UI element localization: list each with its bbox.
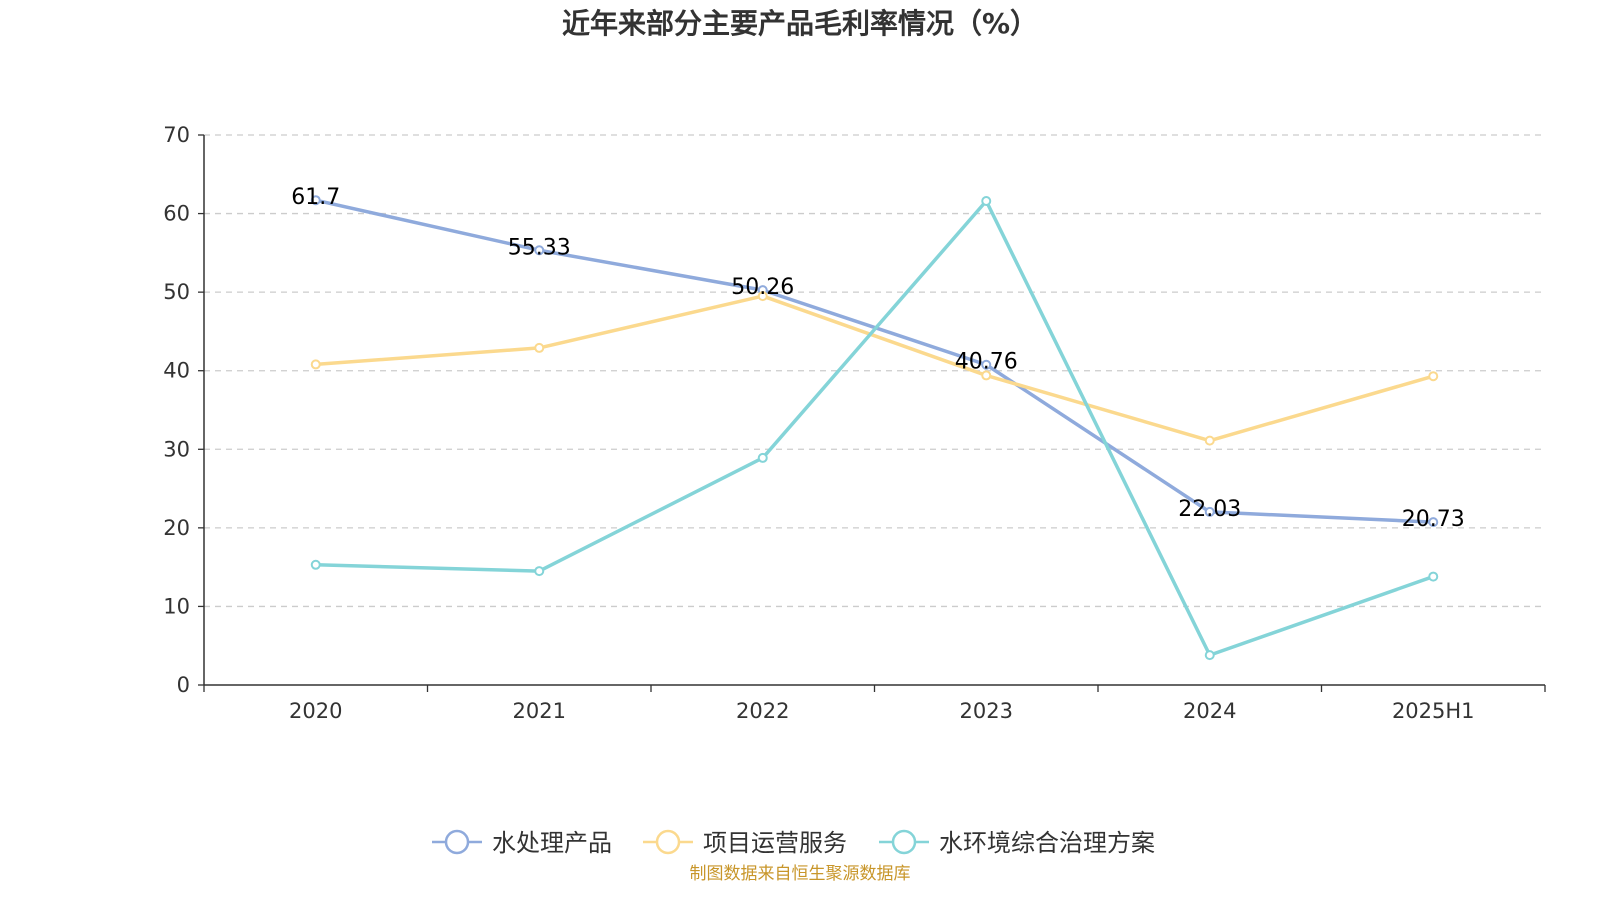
y-tick-label: 50 (163, 280, 190, 304)
series-line (315, 198, 1434, 524)
data-point[interactable] (1204, 506, 1215, 517)
data-point[interactable] (310, 195, 321, 206)
data-point[interactable] (1204, 650, 1215, 661)
data-label: 50.26 (731, 275, 794, 300)
data-point[interactable] (1204, 435, 1215, 446)
data-point[interactable] (981, 370, 992, 381)
data-label: 40.76 (955, 350, 1018, 375)
x-tick-label: 2021 (513, 699, 566, 723)
data-point[interactable] (534, 342, 545, 353)
y-axis-ticks: 0 10 20 30 40 50 60 70 (163, 123, 204, 697)
data-point[interactable] (310, 359, 321, 370)
data-point[interactable] (757, 452, 768, 463)
data-label: 22.03 (1178, 497, 1241, 522)
y-tick-label: 70 (163, 123, 190, 147)
legend-item[interactable]: 水环境综合治理方案 (879, 829, 1155, 857)
y-tick-label: 10 (163, 594, 190, 618)
data-point[interactable] (981, 196, 992, 206)
series-line (315, 199, 1434, 657)
y-tick-label: 60 (163, 202, 190, 226)
data-point[interactable] (1428, 571, 1439, 582)
data-point[interactable] (757, 291, 768, 302)
data-point[interactable] (1428, 371, 1439, 382)
data-label: 20.73 (1402, 507, 1465, 532)
data-label: 61.7 (291, 185, 340, 210)
legend-label: 水处理产品 (492, 829, 612, 857)
legend-circle-icon (444, 829, 470, 855)
data-point[interactable] (1428, 517, 1439, 528)
y-tick-label: 20 (163, 516, 190, 540)
data-point[interactable] (310, 559, 321, 570)
series-group (310, 196, 1439, 661)
series-group (310, 291, 1439, 446)
legend-item[interactable]: 项目运营服务 (643, 829, 847, 857)
legend[interactable]: 水处理产品 项目运营服务 水环境综合治理方案 (432, 829, 1155, 857)
x-tick-label: 2024 (1183, 699, 1236, 723)
legend-label: 水环境综合治理方案 (939, 829, 1155, 857)
source-note: 制图数据来自恒生聚源数据库 (690, 864, 911, 884)
x-tick-label: 2025H1 (1392, 699, 1475, 723)
x-tick-label: 2020 (289, 699, 342, 723)
data-point[interactable] (534, 245, 545, 256)
y-tick-label: 30 (163, 437, 190, 461)
data-point[interactable] (981, 359, 992, 370)
data-point[interactable] (534, 566, 545, 577)
chart-title: 近年来部分主要产品毛利率情况（%） (562, 7, 1038, 40)
x-axis-ticks: 2020 2021 2022 2023 2024 2025H1 (203, 685, 1546, 723)
x-tick-label: 2023 (960, 699, 1013, 723)
x-tick-label: 2022 (736, 699, 789, 723)
legend-label: 项目运营服务 (703, 829, 847, 857)
data-labels: 61.7 55.33 50.26 40.76 22.03 20.73 (291, 185, 1464, 532)
legend-circle-icon (655, 829, 681, 855)
legend-circle-icon (891, 829, 917, 855)
y-tick-label: 40 (163, 359, 190, 383)
grid-lines (204, 134, 1545, 608)
legend-item[interactable]: 水处理产品 (432, 829, 612, 857)
axes (203, 135, 1545, 686)
y-tick-label: 0 (177, 673, 190, 697)
series-group (310, 195, 1439, 528)
series-layer (310, 195, 1439, 661)
data-label: 55.33 (508, 235, 571, 260)
series-line (315, 294, 1434, 443)
